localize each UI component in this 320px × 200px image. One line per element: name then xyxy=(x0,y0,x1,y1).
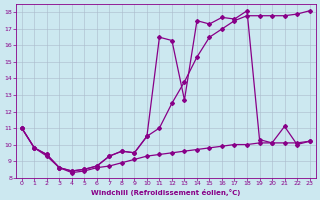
X-axis label: Windchill (Refroidissement éolien,°C): Windchill (Refroidissement éolien,°C) xyxy=(91,189,240,196)
